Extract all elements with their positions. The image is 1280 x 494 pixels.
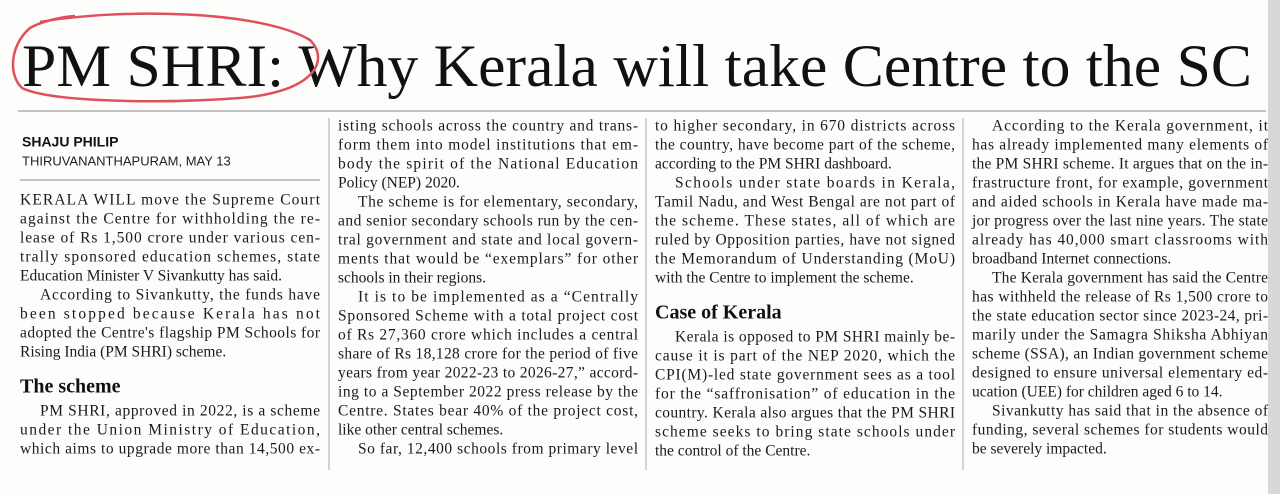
body-line: scheme seeks to bring state schools unde…	[655, 424, 956, 441]
body-line: jor progress over the last nine years. T…	[971, 213, 1268, 230]
body-line: adopted the Centre's flagship PM Schools…	[20, 325, 321, 342]
body-line: with the Centre to implement the scheme.	[655, 270, 914, 287]
body-line: designed to ensure universal elementary …	[972, 365, 1268, 382]
body-line: has withheld the release of Rs 1,500 cro…	[972, 289, 1268, 306]
body-line: trally sponsored education schemes, stat…	[20, 249, 320, 266]
body-line: Education Minister V Sivankutty has said…	[20, 268, 282, 285]
section-heading: The scheme	[20, 376, 121, 398]
body-line: like other central schemes.	[338, 422, 503, 439]
body-line: marily under the Samagra Shiksha Abhiyan	[972, 327, 1268, 344]
body-line: cause it is part of the NEP 2020, which …	[655, 348, 955, 365]
body-line: Policy (NEP) 2020.	[338, 175, 460, 192]
body-line: broadband Internet connections.	[972, 251, 1171, 268]
body-line: ruled by Opposition parties, have not si…	[655, 232, 955, 249]
byline-dateline: THIRUVANANTHAPURAM, MAY 13	[22, 153, 231, 168]
body-line: schools in their regions.	[338, 270, 486, 287]
body-line: the scheme. These states, all of which a…	[655, 213, 955, 230]
body-line: has already implemented many elements of	[972, 137, 1269, 154]
body-line: So far, 12,400 schools from primary leve…	[358, 441, 638, 458]
body-line: be severely impacted.	[972, 441, 1107, 458]
body-line: the state education sector since 2023-24…	[972, 308, 1268, 325]
body-line: against the Centre for withholding the r…	[20, 211, 320, 228]
body-line: of Rs 27,360 crore which includes a cent…	[338, 327, 638, 344]
body-line: been stopped because Kerala has not	[20, 306, 321, 323]
section-heading: Case of Kerala	[655, 302, 782, 324]
body-line: frastructure front, for example, governm…	[972, 175, 1269, 192]
highlight-circle	[11, 12, 320, 103]
body-line: country. Kerala also argues that the PM …	[655, 405, 955, 422]
body-line: and aided schools in Kerala have made ma…	[972, 194, 1268, 211]
body-line: the Memorandum of Understanding (MoU)	[655, 251, 955, 268]
page-edge	[1268, 0, 1280, 494]
body-line: Rising India (PM SHRI) scheme.	[20, 344, 226, 361]
body-line: It is to be implemented as a “Centrally	[358, 289, 638, 306]
body-line: the country, have become part of the sch…	[655, 137, 955, 154]
body-line: for the “saffronisation” of education in…	[655, 386, 955, 403]
body-line: to higher secondary, in 670 districts ac…	[655, 118, 955, 135]
byline-author: SHAJU PHILIP	[22, 134, 118, 150]
body-line: According to the Kerala government, it	[992, 118, 1269, 135]
body-line: funding, several schemes for students wo…	[972, 422, 1268, 439]
body-line: Kerala is opposed to PM SHRI mainly be-	[675, 329, 955, 346]
body-line: ucation (UEE) for children aged 6 to 14.	[972, 384, 1223, 401]
body-line: Sponsored Scheme with a total project co…	[338, 308, 639, 325]
body-line: KERALA WILL move the Supreme Court	[20, 192, 321, 209]
body-line: and senior secondary schools run by the …	[338, 213, 638, 230]
body-line: under the Union Ministry of Education,	[20, 422, 320, 439]
body-line: Centre. States bear 40% of the project c…	[338, 403, 638, 420]
body-line: scheme (SSA), an Indian government schem…	[972, 346, 1268, 363]
body-line: According to Sivankutty, the funds have	[40, 287, 320, 304]
body-line: already has 40,000 smart classrooms with	[972, 232, 1268, 249]
body-line: Tamil Nadu, and West Bengal are not part…	[655, 194, 956, 211]
body-line: isting schools across the country and tr…	[338, 118, 638, 135]
body-line: The scheme is for elementary, secondary,	[358, 194, 638, 211]
body-line: the control of the Centre.	[655, 443, 810, 460]
headline: PM SHRI: Why Kerala will take Centre to …	[22, 33, 1252, 99]
body-line: The Kerala government has said the Centr…	[992, 270, 1268, 287]
body-line: ments that would be “exemplars” for othe…	[338, 251, 639, 268]
body-line: Sivankutty has said that in the absence …	[992, 403, 1269, 420]
body-line: share of Rs 18,128 crore for the period …	[338, 346, 638, 363]
body-line: the PM SHRI scheme. It argues that on th…	[972, 156, 1268, 173]
body-line: form them into model institutions that e…	[338, 137, 638, 154]
body-line: CPI(M)-led state government sees as a to…	[655, 367, 955, 384]
body-line: Schools under state boards in Kerala,	[675, 175, 955, 192]
body-line: PM SHRI, approved in 2022, is a scheme	[40, 403, 320, 420]
body-line: which aims to upgrade more than 14,500 e…	[20, 441, 320, 458]
body-line: tral government and state and local gove…	[338, 232, 638, 249]
body-line: years from year 2022-23 to 2026-27,” acc…	[338, 365, 638, 382]
body-line: according to the PM SHRI dashboard.	[655, 156, 892, 173]
body-line: ing to a September 2022 press release by…	[338, 384, 638, 401]
body-line: lease of Rs 1,500 crore under various ce…	[20, 230, 320, 247]
body-line: body the spirit of the National Educatio…	[338, 156, 638, 173]
